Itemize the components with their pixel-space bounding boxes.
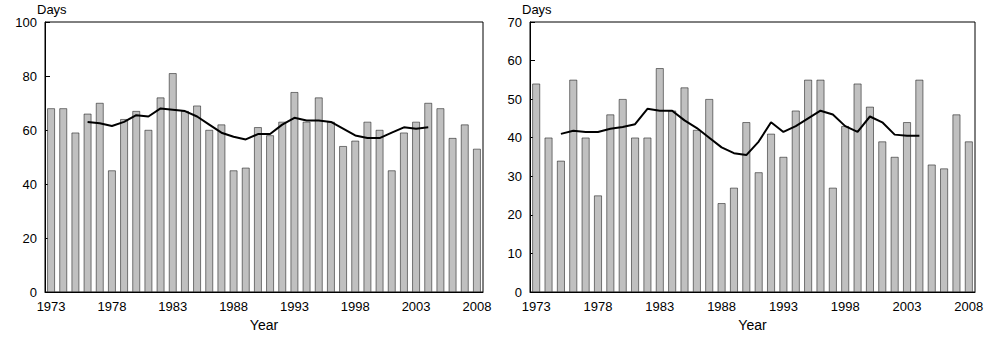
- svg-text:1973: 1973: [37, 299, 66, 314]
- svg-text:1988: 1988: [707, 299, 736, 314]
- svg-text:Year: Year: [250, 317, 279, 333]
- svg-text:1998: 1998: [831, 299, 860, 314]
- svg-text:30: 30: [508, 169, 522, 184]
- svg-text:50: 50: [508, 92, 522, 107]
- svg-text:2008: 2008: [954, 299, 983, 314]
- svg-text:80: 80: [23, 69, 37, 84]
- svg-text:60: 60: [23, 123, 37, 138]
- svg-text:1973: 1973: [522, 299, 551, 314]
- svg-text:1998: 1998: [341, 299, 370, 314]
- svg-text:0: 0: [30, 285, 37, 300]
- svg-text:20: 20: [508, 207, 522, 222]
- svg-text:1978: 1978: [97, 299, 126, 314]
- svg-text:1993: 1993: [280, 299, 309, 314]
- svg-text:1983: 1983: [645, 299, 674, 314]
- svg-text:Days: Days: [37, 2, 67, 17]
- svg-text:1978: 1978: [584, 299, 613, 314]
- svg-text:70: 70: [508, 15, 522, 30]
- svg-text:60: 60: [508, 53, 522, 68]
- svg-text:Days: Days: [522, 2, 552, 17]
- svg-text:Year: Year: [738, 317, 767, 333]
- svg-text:1993: 1993: [769, 299, 798, 314]
- svg-text:20: 20: [23, 231, 37, 246]
- svg-text:40: 40: [508, 130, 522, 145]
- svg-text:100: 100: [15, 15, 37, 30]
- svg-text:1988: 1988: [219, 299, 248, 314]
- svg-text:10: 10: [508, 246, 522, 261]
- svg-text:2003: 2003: [402, 299, 431, 314]
- svg-text:2008: 2008: [462, 299, 491, 314]
- svg-text:0: 0: [515, 285, 522, 300]
- svg-text:1983: 1983: [158, 299, 187, 314]
- svg-text:40: 40: [23, 177, 37, 192]
- svg-text:2003: 2003: [893, 299, 922, 314]
